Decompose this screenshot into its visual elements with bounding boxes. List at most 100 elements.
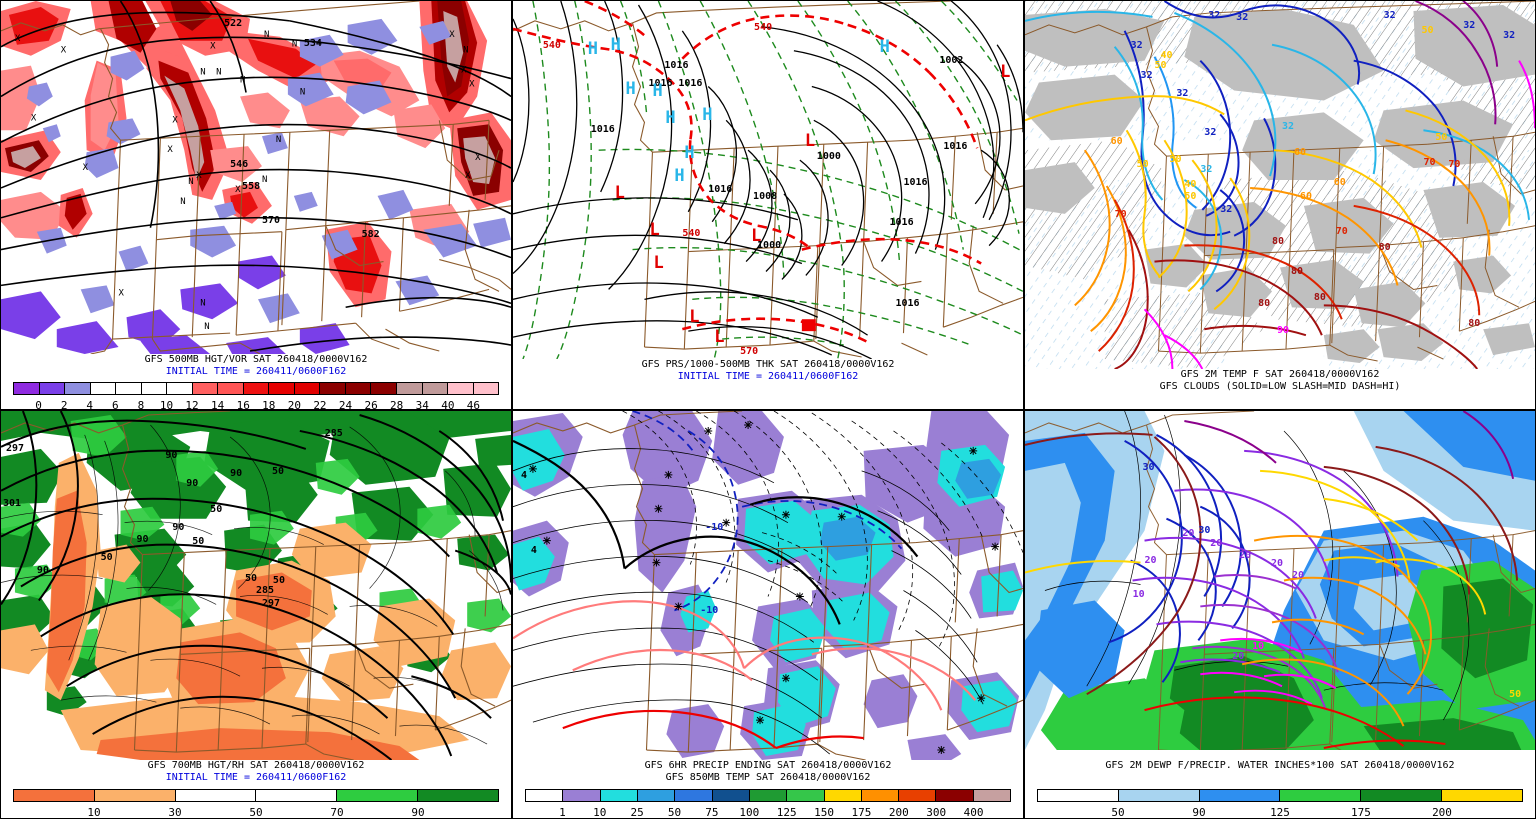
svg-text:X: X: [235, 185, 241, 195]
colorbar-swatch: [1118, 790, 1200, 801]
colorbar-swatch: [39, 383, 66, 394]
colorbar-tick-label: 16: [236, 399, 250, 410]
colorbar-tick-label: [418, 804, 499, 818]
map-svg-dewpoint: [1025, 411, 1535, 760]
colorbar-tick-label: 22: [313, 399, 327, 410]
colorbar-tick-label: [1361, 804, 1442, 818]
colorbar-swatch: [1280, 790, 1362, 801]
colorbar-swatch: [94, 790, 176, 801]
caption-block-p3: GFS 2M TEMP F SAT 260418/0000V162 GFS CL…: [1025, 369, 1535, 409]
caption-line-2-p2: INITIAL TIME = 260411/0600F162: [677, 371, 859, 382]
panel-700mb-height-rh[interactable]: 297 285 285 301 297 90 90 90 90 90 90 50 50 50 50 50 50 …: [0, 410, 512, 819]
colorbar-swatch: [396, 383, 423, 394]
colorbar-tick-label: 0: [35, 399, 42, 410]
panel-2m-temp-clouds[interactable]: 32 32 32 32 32 32 32 32 32 32 32 40 50 50 50 40 50 60 60 70…: [1024, 0, 1536, 410]
colorbar-swatch: [973, 790, 1011, 801]
map-canvas-precip: -10 -10 4 4: [513, 411, 1023, 760]
colorbar-tick-label: 18: [262, 399, 276, 410]
colorbar-swatch: [526, 790, 564, 801]
colorbar-tick-label: 100: [739, 806, 760, 819]
colorbar-strip-p5: [525, 789, 1011, 802]
map-canvas-dewpoint: 20202020202030301010205050: [1025, 411, 1535, 760]
panel-6hr-precip-850mb-temp[interactable]: -10 -10 4 4 GFS 6HR PRECIP ENDING SAT 26041…: [512, 410, 1024, 819]
svg-text:N: N: [200, 298, 205, 308]
colorbar-tick-label: 24: [338, 399, 353, 410]
svg-text:N: N: [200, 68, 205, 78]
colorbar-tick-label: 26: [364, 399, 378, 410]
colorbar-tick-label: 300: [926, 806, 947, 819]
colorbar-swatch: [337, 790, 419, 801]
svg-text:N: N: [276, 135, 281, 145]
colorbar-swatch: [824, 790, 862, 801]
colorbar-ticks-p6: 50 90 125 175 200: [1037, 804, 1523, 819]
svg-text:N: N: [188, 177, 193, 187]
svg-text:X: X: [196, 171, 202, 181]
panel-2m-dewpoint-pwat[interactable]: 20202020202030301010205050 GFS 2M DEWP F…: [1024, 410, 1536, 819]
svg-text:X: X: [461, 66, 467, 76]
colorbar-tick-label: 28: [390, 399, 404, 410]
colorbar-p5: 1 10 25 50 75 100 125 150 175 200 300 400: [513, 784, 1023, 818]
colorbar-swatch: [899, 790, 937, 801]
caption-block-p2: GFS PRS/1000-500MB THK SAT 260418/0000V1…: [513, 359, 1023, 409]
map-svg-pressure: [513, 1, 1023, 359]
colorbar-tick-label: 75: [705, 806, 719, 819]
colorbar-ticks-p1: 0 2 4 6 8 10 12 14 16 18 20 22 24 26 28 34 40 46: [13, 397, 499, 410]
svg-text:X: X: [475, 153, 481, 163]
colorbar-p4: 10 30 50 70 90: [1, 784, 511, 818]
colorbar-swatch: [1199, 790, 1281, 801]
caption-block-p5: GFS 6HR PRECIP ENDING SAT 260418/0000V16…: [513, 760, 1023, 818]
colorbar-swatch: [473, 383, 499, 394]
colorbar-swatch: [1442, 790, 1522, 801]
colorbar-swatch: [269, 383, 295, 394]
colorbar-swatch: [637, 790, 676, 801]
svg-text:N: N: [292, 40, 297, 50]
svg-text:X: X: [210, 42, 216, 52]
colorbar-tick-label: [13, 804, 94, 818]
svg-text:X: X: [465, 171, 471, 181]
colorbar-tick-label: 200: [888, 806, 909, 819]
colorbar-tick-label: [525, 804, 562, 818]
map-svg-2mtemp: [1025, 1, 1535, 369]
colorbar-tick-label: 4: [86, 399, 94, 410]
colorbar-tick-label: 6: [112, 399, 119, 410]
caption-line-2-p5: GFS 850MB TEMP SAT 260418/0000V162: [665, 772, 871, 783]
panel-surface-pressure-thickness[interactable]: 1016 1016 1016 1016 1016 1016 1016 1016 1016 1008…: [512, 0, 1024, 410]
svg-text:X: X: [172, 115, 178, 125]
caption-line-2-p1: INITIAL TIME = 260411/0600F162: [165, 366, 347, 377]
colorbar-swatch: [141, 383, 168, 394]
caption-line-2-p4: INITIAL TIME = 260411/0600F162: [165, 772, 347, 783]
svg-text:N: N: [463, 46, 468, 56]
map-canvas-pressure: 1016 1016 1016 1016 1016 1016 1016 1016 1016 1008…: [513, 1, 1023, 359]
colorbar-tick-label: 20: [287, 399, 301, 410]
colorbar-tick-label: 10: [159, 399, 174, 410]
colorbar-tick-label: 25: [630, 806, 644, 819]
colorbar-tick-label: [1280, 804, 1361, 818]
colorbar-tick-label: 125: [1270, 806, 1290, 819]
colorbar-tick-label: 50: [1111, 806, 1125, 819]
map-canvas-700mb: 297 285 285 301 297 90 90 90 90 90 90 50 50 50 50 50 50: [1, 411, 511, 760]
colorbar-swatch: [1038, 790, 1119, 801]
colorbar-swatch: [787, 790, 825, 801]
colorbar-strip-p6: [1037, 789, 1523, 802]
svg-text:N: N: [264, 30, 269, 40]
colorbar-swatch: [675, 790, 713, 801]
colorbar-swatch: [345, 383, 372, 394]
colorbar-tick-label: 50: [667, 806, 682, 819]
map-svg-precip: [513, 411, 1023, 760]
caption-line-1-p6: GFS 2M DEWP F/PRECIP. WATER INCHES*100 S…: [1105, 760, 1455, 771]
colorbar-tick-label: 175: [851, 806, 872, 819]
map-svg-700mb: [1, 411, 511, 760]
colorbar-tick-label: 175: [1351, 806, 1371, 819]
colorbar-swatch: [175, 790, 257, 801]
map-svg-500mb: XX XX XX XX XX NN NN NN NN NN XN XX XX N…: [1, 1, 511, 354]
colorbar-tick-label: [256, 804, 337, 818]
colorbar-swatch: [192, 383, 219, 394]
svg-text:X: X: [449, 30, 455, 40]
colorbar-swatch: [448, 383, 474, 394]
colorbar-swatch: [243, 383, 270, 394]
colorbar-tick-label: [1118, 804, 1199, 818]
svg-text:N: N: [300, 87, 305, 97]
colorbar-tick-label: [94, 804, 175, 818]
